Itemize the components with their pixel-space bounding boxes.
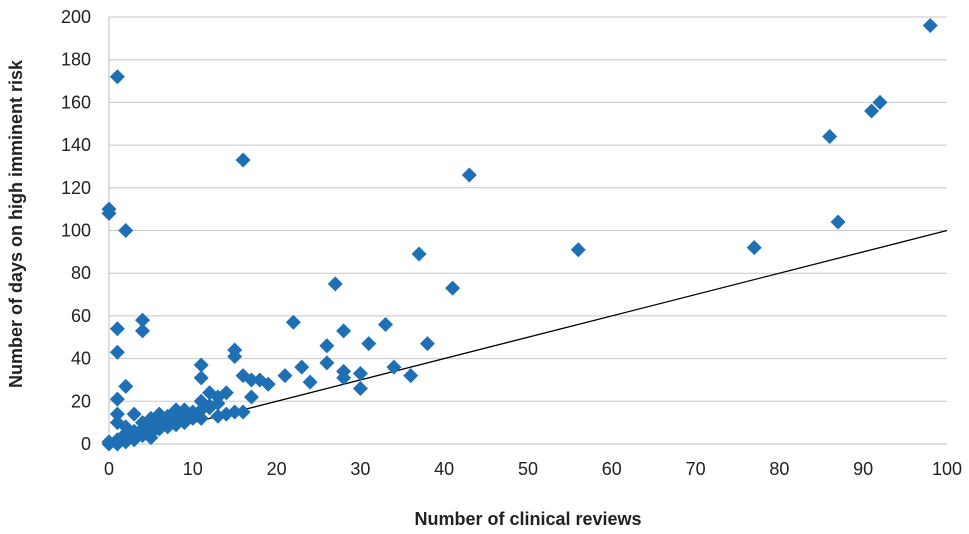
data-point <box>109 391 125 407</box>
data-point <box>361 336 377 352</box>
data-point <box>109 415 125 431</box>
data-point <box>872 94 888 110</box>
x-tick-label: 80 <box>769 459 789 479</box>
data-point <box>445 280 461 296</box>
data-point <box>277 368 293 384</box>
x-tick-label: 10 <box>183 459 203 479</box>
x-axis-title: Number of clinical reviews <box>414 509 641 529</box>
data-point <box>403 368 419 384</box>
data-point <box>319 338 335 354</box>
x-tick-label: 100 <box>932 459 962 479</box>
x-tick-labels: 0 10 20 30 40 50 60 70 80 90 100 <box>104 459 962 479</box>
axes <box>108 17 947 445</box>
data-point <box>319 355 335 371</box>
data-point <box>168 413 184 429</box>
data-point <box>135 312 151 328</box>
data-point <box>386 359 402 375</box>
data-point <box>243 372 259 388</box>
data-point <box>118 223 134 238</box>
data-point <box>126 432 142 448</box>
data-point <box>126 406 142 422</box>
x-tick-label: 0 <box>104 459 114 479</box>
data-point <box>822 129 838 145</box>
y-tick-label: 120 <box>61 178 91 198</box>
data-point <box>378 316 394 332</box>
x-tick-label: 50 <box>518 459 538 479</box>
data-point <box>109 321 125 337</box>
data-point <box>218 385 234 401</box>
grid-lines <box>109 16 947 402</box>
y-tick-labels: 0 20 40 60 80 100 120 140 160 180 200 <box>61 7 91 454</box>
data-point <box>352 366 368 382</box>
y-tick-label: 140 <box>61 135 91 155</box>
data-point <box>135 323 151 339</box>
y-tick-label: 20 <box>71 391 91 411</box>
data-points <box>101 18 938 452</box>
data-point <box>352 380 368 396</box>
data-point <box>143 425 159 441</box>
data-point <box>101 205 117 221</box>
data-point <box>336 370 352 386</box>
y-tick-label: 100 <box>61 221 91 241</box>
data-point <box>922 18 938 34</box>
data-point <box>109 344 125 360</box>
y-tick-label: 60 <box>71 306 91 326</box>
data-point <box>746 240 762 256</box>
data-point <box>336 323 352 339</box>
data-point <box>118 378 134 394</box>
y-tick-label: 80 <box>71 263 91 283</box>
data-point <box>210 408 226 424</box>
data-point <box>419 336 435 352</box>
y-tick-label: 200 <box>61 7 91 27</box>
data-point <box>260 376 276 392</box>
reference-line <box>108 229 948 445</box>
y-tick-label: 160 <box>61 92 91 112</box>
data-point <box>109 69 125 85</box>
data-point <box>235 152 251 168</box>
data-point <box>235 404 251 420</box>
data-point <box>864 103 880 119</box>
y-tick-label: 40 <box>71 349 91 369</box>
x-tick-label: 60 <box>602 459 622 479</box>
data-point <box>830 214 846 230</box>
data-point <box>570 242 586 258</box>
x-tick-label: 70 <box>686 459 706 479</box>
data-point <box>109 406 125 422</box>
data-point <box>327 276 343 292</box>
data-point <box>193 370 209 386</box>
x-tick-label: 30 <box>350 459 370 479</box>
data-point <box>227 348 243 364</box>
data-point <box>411 246 427 262</box>
data-point <box>243 389 259 405</box>
data-point <box>193 357 209 373</box>
data-point <box>285 314 301 330</box>
x-tick-label: 90 <box>853 459 873 479</box>
y-tick-label: 0 <box>81 434 91 454</box>
data-point <box>210 395 226 411</box>
x-tick-label: 20 <box>267 459 287 479</box>
reference-line-group <box>108 229 948 445</box>
y-axis-title: Number of days on high imminent risk <box>6 59 26 388</box>
data-point <box>294 359 310 375</box>
data-point <box>101 436 117 452</box>
data-point <box>461 167 477 183</box>
x-tick-label: 40 <box>434 459 454 479</box>
data-point <box>302 374 318 390</box>
y-tick-label: 180 <box>61 50 91 70</box>
